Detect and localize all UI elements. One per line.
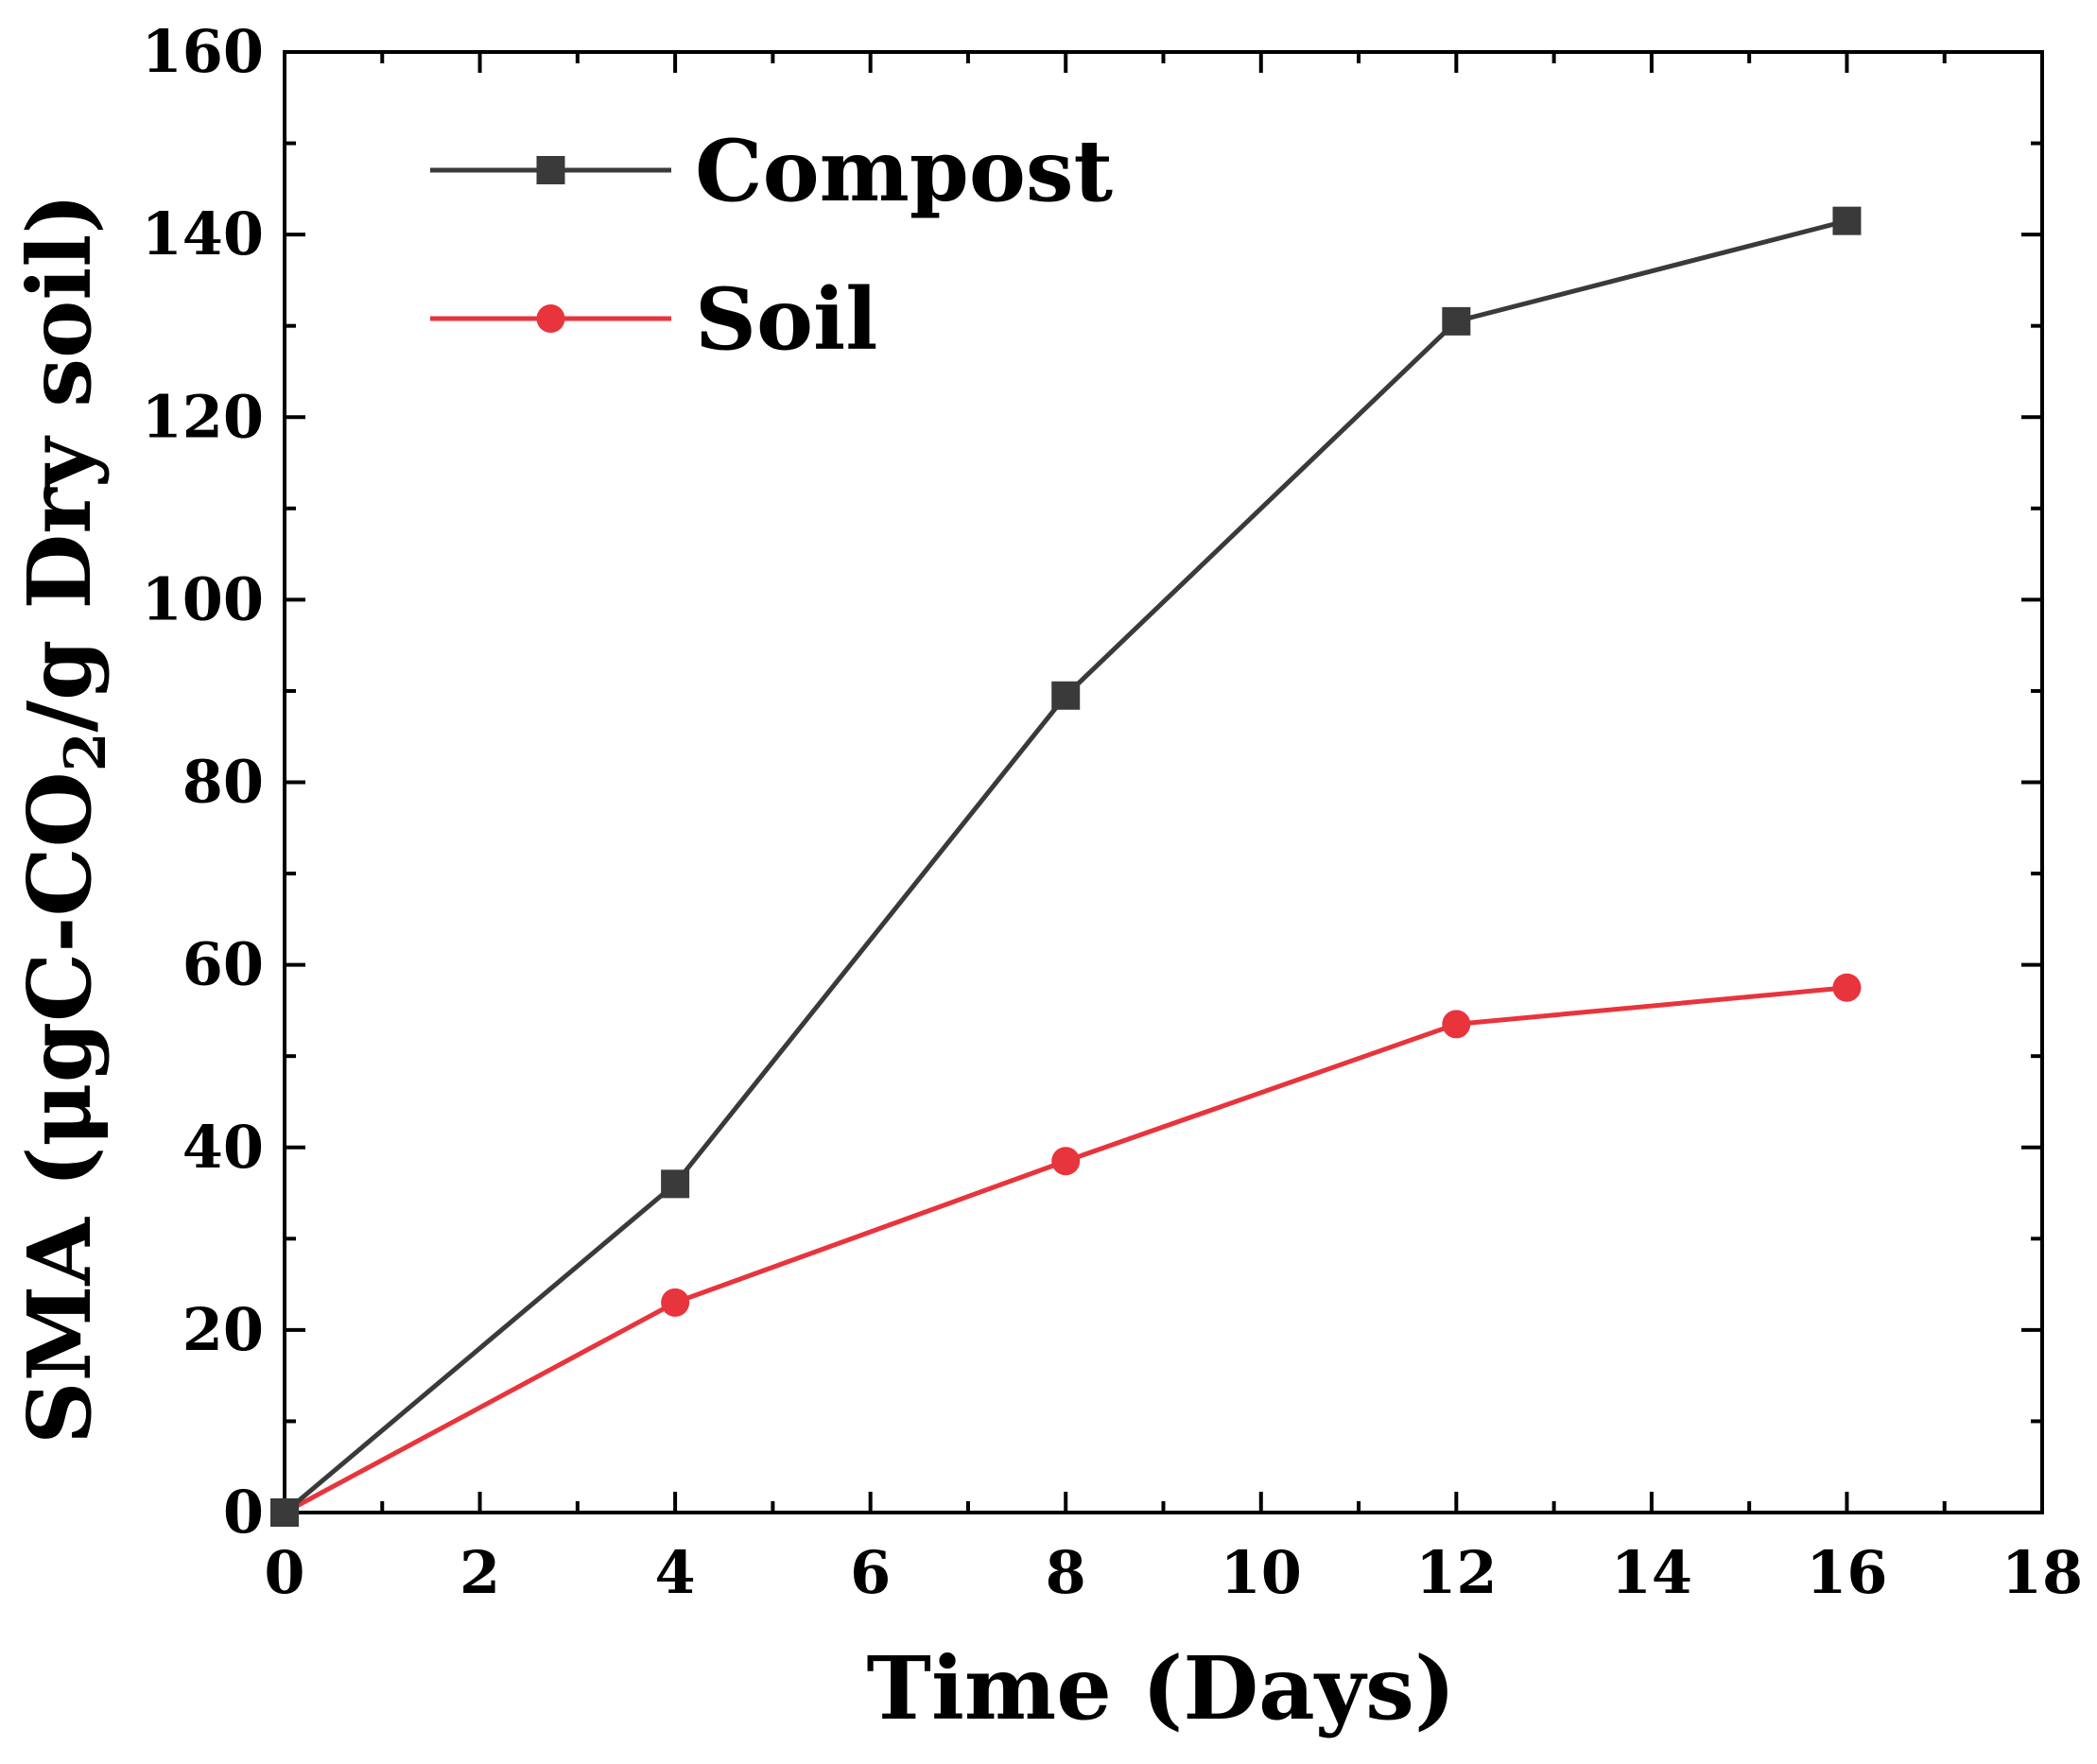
y-tick-label: 0 (223, 1478, 264, 1547)
x-tick-label: 12 (1415, 1538, 1497, 1607)
data-point-soil (1832, 973, 1862, 1002)
x-tick-label: 16 (1806, 1538, 1887, 1607)
y-tick-label: 60 (182, 930, 264, 999)
x-tick-label: 6 (850, 1538, 891, 1607)
y-tick-label: 120 (142, 382, 264, 451)
x-tick-label: 8 (1046, 1538, 1086, 1607)
series-line-soil (283, 985, 1847, 1515)
data-point-compost (1442, 306, 1471, 336)
data-point-compost (1051, 681, 1081, 710)
legend: Compost Soil (430, 121, 1114, 370)
y-tick-label: 40 (182, 1113, 264, 1182)
x-axis-title: Time (Days) (866, 1637, 1455, 1739)
y-tick-label: 140 (142, 199, 264, 268)
data-point-compost (661, 1169, 690, 1199)
y-tick-label: 100 (142, 564, 264, 633)
x-tick-label: 4 (655, 1538, 696, 1607)
x-tick-label: 18 (2002, 1538, 2083, 1607)
y-tick-label: 80 (182, 748, 264, 817)
y-axis-title: SMA (μgC-CO2/g Dry soil) (9, 193, 119, 1444)
data-point-soil (661, 1288, 690, 1317)
legend-marker-compost (536, 156, 565, 184)
x-tick-label: 14 (1611, 1538, 1692, 1607)
legend-label-soil: Soil (695, 269, 877, 370)
x-tick-label: 2 (459, 1538, 500, 1607)
legend-marker-soil (536, 304, 565, 333)
data-point-soil (1051, 1147, 1081, 1176)
y-tick-label: 160 (142, 17, 264, 86)
series-group (270, 206, 1862, 1527)
data-point-compost (270, 1498, 299, 1527)
x-tick-label: 0 (264, 1538, 304, 1607)
axes: 0 2 4 6 8 10 12 14 16 18 0 20 40 60 80 100 120 140 160 (142, 17, 2084, 1607)
y-tick-label: 20 (182, 1295, 264, 1364)
y-axis-title-main: SMA (μgC-CO (9, 771, 111, 1444)
data-point-compost (1832, 206, 1862, 235)
y-axis-title-end: /g Dry soil) (9, 193, 111, 732)
data-point-soil (1442, 1010, 1471, 1039)
legend-label-compost: Compost (695, 121, 1114, 221)
x-tick-label: 10 (1221, 1538, 1302, 1607)
y-axis-title-subscript: 2 (53, 732, 119, 771)
series-line-compost (283, 218, 1848, 1514)
